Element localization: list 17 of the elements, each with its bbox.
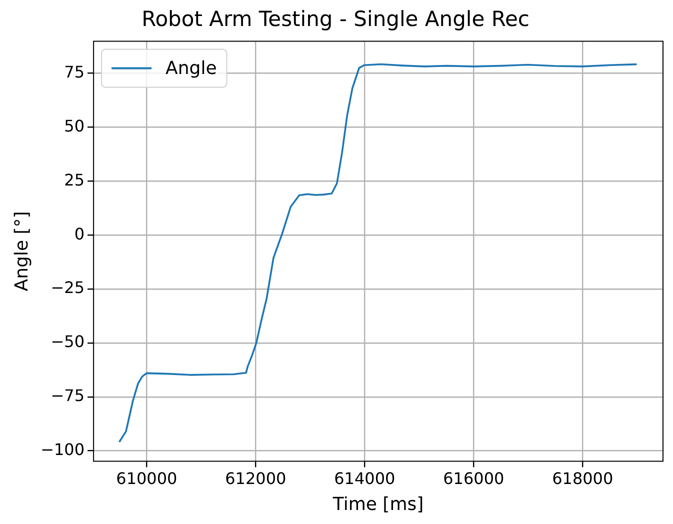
y-tick-label: 50 xyxy=(64,116,85,136)
y-tick-label: −25 xyxy=(50,278,85,298)
x-tick-label: 612000 xyxy=(225,468,286,488)
y-tick-label: −75 xyxy=(50,386,85,406)
x-tick-label: 610000 xyxy=(116,468,178,488)
y-tick-label: 25 xyxy=(64,170,85,190)
x-tick-label: 616000 xyxy=(443,468,504,488)
x-tick-label: 614000 xyxy=(334,468,396,488)
x-axis-title: Time [ms] xyxy=(332,494,424,515)
y-tick-label: −100 xyxy=(40,440,85,459)
chart-title: Robot Arm Testing - Single Angle Rec xyxy=(142,7,530,32)
y-tick-label: 0 xyxy=(74,224,85,244)
y-tick-label: 75 xyxy=(64,62,85,82)
y-tick-label: −50 xyxy=(50,332,85,352)
legend-label: Angle xyxy=(166,58,217,79)
x-tick-label: 618000 xyxy=(552,468,614,488)
y-axis-title: Angle [°] xyxy=(11,211,32,292)
